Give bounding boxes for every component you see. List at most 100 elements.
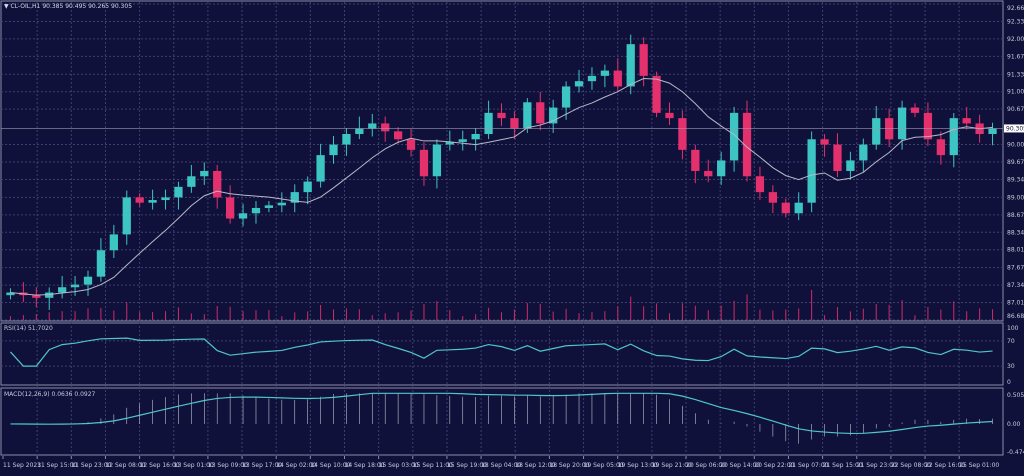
bear-candle bbox=[704, 170, 713, 177]
macd-title: MACD(12,26,9) 0.0636 0.0927 bbox=[4, 391, 96, 398]
x-tick-label: 20 Sep 06:00 bbox=[686, 462, 726, 469]
price-tick-label: 88.670 bbox=[1007, 212, 1024, 219]
x-tick-label: 13 Sep 01:00 bbox=[174, 462, 214, 469]
bull-candle bbox=[238, 213, 248, 219]
bull-candle bbox=[484, 112, 493, 134]
ohlc-label: 90.385 90.495 90.265 90.305 bbox=[42, 3, 133, 10]
panel-frame bbox=[0, 322, 1004, 386]
current-price-label: 90.305 bbox=[1006, 125, 1024, 132]
rsi-title: RSI(14) 51.7020 bbox=[4, 325, 53, 332]
macd-tick-label: 0.5052 bbox=[1007, 392, 1024, 399]
bear-candle bbox=[497, 112, 506, 119]
bear-candle bbox=[833, 144, 842, 171]
bear-candle bbox=[393, 131, 403, 140]
x-tick-label: 12 Sep 16:00 bbox=[140, 462, 180, 469]
x-tick-label: 15 Sep 11:00 bbox=[413, 462, 453, 469]
price-tick-label: 88.010 bbox=[1007, 247, 1024, 254]
bull-candle bbox=[846, 160, 855, 171]
macd-tick-label: 0.00 bbox=[1007, 421, 1021, 428]
bear-candle bbox=[755, 176, 765, 193]
bear-candle bbox=[419, 149, 429, 177]
x-tick-label: 11 Sep 15:00 bbox=[37, 462, 77, 469]
x-tick-label: 14 Sep 02:00 bbox=[276, 462, 316, 469]
bear-candle bbox=[962, 118, 971, 124]
bull-candle bbox=[432, 144, 442, 177]
bear-candle bbox=[381, 123, 390, 132]
bull-candle bbox=[45, 292, 54, 298]
bull-candle bbox=[96, 250, 106, 277]
bear-candle bbox=[691, 149, 700, 171]
x-tick-label: 15 Sep 03:00 bbox=[379, 462, 419, 469]
bull-candle bbox=[290, 192, 299, 203]
bear-candle bbox=[742, 112, 752, 177]
bull-candle bbox=[626, 44, 635, 87]
x-tick-label: 11 Sep 2023 bbox=[3, 462, 41, 469]
price-tick-label: 92.000 bbox=[1007, 36, 1024, 43]
x-tick-label: 22 Sep 16:00 bbox=[925, 462, 965, 469]
bull-candle bbox=[251, 207, 261, 214]
panel-frame bbox=[0, 0, 1004, 322]
x-tick-label: 13 Sep 17:00 bbox=[242, 462, 282, 469]
bear-candle bbox=[665, 112, 674, 119]
bull-candle bbox=[729, 112, 739, 161]
rsi-tick-label: 70 bbox=[1007, 338, 1015, 345]
bear-candle bbox=[613, 70, 622, 87]
x-tick-label: 12 Sep 08:00 bbox=[105, 462, 145, 469]
bull-candle bbox=[859, 144, 868, 161]
bear-candle bbox=[678, 118, 687, 150]
x-tick-label: 18 Sep 04:00 bbox=[481, 462, 521, 469]
bear-candle bbox=[781, 202, 790, 214]
bull-candle bbox=[872, 118, 881, 145]
bull-candle bbox=[523, 102, 532, 129]
price-tick-label: 91.670 bbox=[1007, 53, 1024, 60]
bull-candle bbox=[58, 287, 67, 293]
rsi-line bbox=[10, 337, 993, 367]
bear-candle bbox=[936, 139, 945, 156]
bull-candle bbox=[148, 200, 157, 203]
bull-candle bbox=[264, 205, 274, 208]
bull-candle bbox=[277, 202, 286, 206]
rsi-tick-label: 30 bbox=[1007, 363, 1015, 370]
rsi-tick-label: 0 bbox=[1007, 379, 1011, 386]
bull-candle bbox=[561, 86, 571, 108]
x-tick-label: 14 Sep 18:00 bbox=[345, 462, 385, 469]
moving-average-line bbox=[10, 78, 993, 296]
x-tick-label: 22 Sep 08:00 bbox=[891, 462, 931, 469]
price-tick-label: 86.680 bbox=[1007, 313, 1024, 320]
x-tick-label: 11 Sep 23:00 bbox=[71, 462, 111, 469]
bull-candle bbox=[122, 197, 131, 235]
price-tick-label: 87.670 bbox=[1007, 265, 1024, 272]
price-tick-label: 89.340 bbox=[1007, 176, 1024, 183]
bull-candle bbox=[355, 128, 364, 134]
price-tick-label: 87.010 bbox=[1007, 300, 1024, 307]
rsi-tick-label: 100 bbox=[1007, 325, 1019, 332]
chart-header: ▼ CL-OIL,H1 90.385 90.495 90.265 90.305 bbox=[4, 3, 132, 10]
bull-candle bbox=[574, 81, 584, 87]
x-tick-label: 15 Sep 19:00 bbox=[447, 462, 487, 469]
x-tick-label: 20 Sep 14:00 bbox=[720, 462, 760, 469]
bull-candle bbox=[897, 107, 907, 140]
x-tick-label: 25 Sep 01:00 bbox=[959, 462, 999, 469]
dropdown-triangle-icon[interactable]: ▼ bbox=[4, 3, 9, 10]
x-tick-label: 19 Sep 21:00 bbox=[652, 462, 692, 469]
price-tick-label: 87.340 bbox=[1007, 282, 1024, 289]
bull-candle bbox=[70, 284, 80, 288]
bear-candle bbox=[820, 139, 829, 145]
x-tick-label: 14 Sep 10:00 bbox=[310, 462, 350, 469]
bull-candle bbox=[949, 118, 958, 156]
bull-candle bbox=[329, 144, 338, 156]
bear-candle bbox=[910, 107, 920, 113]
price-tick-label: 89.000 bbox=[1007, 194, 1024, 201]
bull-candle bbox=[187, 176, 196, 187]
x-tick-label: 18 Sep 20:00 bbox=[549, 462, 589, 469]
bull-candle bbox=[109, 234, 118, 251]
bull-candle bbox=[445, 141, 454, 145]
bull-candle bbox=[587, 75, 597, 82]
macd-signal-line bbox=[10, 392, 993, 435]
x-tick-label: 20 Sep 22:00 bbox=[754, 462, 794, 469]
price-tick-label: 89.670 bbox=[1007, 159, 1024, 166]
bull-candle bbox=[161, 197, 170, 201]
bear-candle bbox=[135, 197, 144, 203]
price-tick-label: 90.670 bbox=[1007, 106, 1024, 113]
